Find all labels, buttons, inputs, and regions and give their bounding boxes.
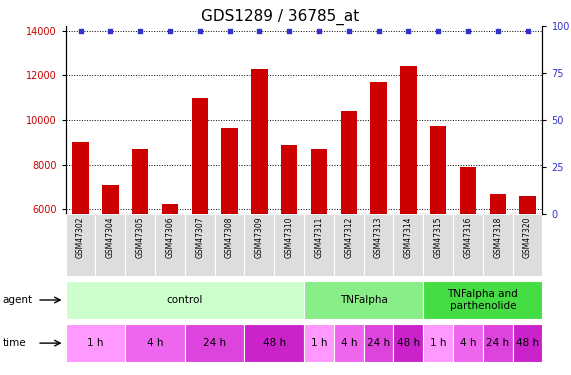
Point: [493, 28, 502, 34]
Point: [106, 28, 115, 34]
Bar: [191, 98, 208, 343]
Text: 4 h: 4 h: [147, 338, 163, 348]
Bar: [453, 214, 483, 276]
Point: [284, 28, 293, 34]
Bar: [393, 214, 423, 276]
Bar: [102, 185, 119, 343]
Point: [76, 28, 85, 34]
Bar: [520, 196, 536, 343]
Bar: [489, 194, 506, 343]
Text: GSM47304: GSM47304: [106, 217, 115, 258]
Text: GSM47306: GSM47306: [166, 217, 175, 258]
Bar: [460, 167, 476, 343]
Text: GSM47308: GSM47308: [225, 217, 234, 258]
Bar: [334, 324, 364, 362]
Text: GSM47320: GSM47320: [523, 217, 532, 258]
Text: GSM47313: GSM47313: [374, 217, 383, 258]
Text: GSM47305: GSM47305: [136, 217, 144, 258]
Text: 48 h: 48 h: [263, 338, 286, 348]
Bar: [430, 126, 447, 343]
Point: [225, 28, 234, 34]
Bar: [162, 204, 178, 343]
Bar: [304, 281, 423, 319]
Bar: [423, 214, 453, 276]
Point: [135, 28, 144, 34]
Point: [166, 28, 175, 34]
Text: 1 h: 1 h: [87, 338, 104, 348]
Bar: [453, 324, 483, 362]
Bar: [281, 144, 297, 343]
Text: GSM47311: GSM47311: [315, 217, 323, 258]
Bar: [66, 324, 125, 362]
Bar: [423, 281, 542, 319]
Bar: [304, 214, 334, 276]
Text: 48 h: 48 h: [516, 338, 539, 348]
Point: [523, 28, 532, 34]
Bar: [304, 324, 334, 362]
Bar: [334, 214, 364, 276]
Text: control: control: [167, 295, 203, 305]
Text: TNFalpha and
parthenolide: TNFalpha and parthenolide: [448, 289, 518, 311]
Text: GSM47307: GSM47307: [195, 217, 204, 258]
Bar: [311, 149, 327, 343]
Text: 1 h: 1 h: [311, 338, 327, 348]
Bar: [125, 324, 185, 362]
Bar: [364, 324, 393, 362]
Bar: [483, 214, 513, 276]
Point: [433, 28, 443, 34]
Bar: [274, 214, 304, 276]
Bar: [400, 66, 417, 343]
Bar: [423, 324, 453, 362]
Bar: [251, 69, 268, 343]
Text: 24 h: 24 h: [203, 338, 226, 348]
Text: agent: agent: [3, 295, 33, 305]
Bar: [244, 324, 304, 362]
Bar: [340, 111, 357, 343]
Bar: [364, 214, 393, 276]
Bar: [155, 214, 185, 276]
Point: [315, 28, 324, 34]
Text: GSM47312: GSM47312: [344, 217, 353, 258]
Text: GSM47316: GSM47316: [464, 217, 472, 258]
Text: 4 h: 4 h: [340, 338, 357, 348]
Text: 4 h: 4 h: [460, 338, 476, 348]
Text: 48 h: 48 h: [397, 338, 420, 348]
Point: [404, 28, 413, 34]
Text: 1 h: 1 h: [430, 338, 447, 348]
Bar: [185, 214, 215, 276]
Bar: [66, 281, 304, 319]
Bar: [371, 82, 387, 343]
Text: GSM47302: GSM47302: [76, 217, 85, 258]
Text: GSM47310: GSM47310: [285, 217, 293, 258]
Text: 24 h: 24 h: [367, 338, 390, 348]
Bar: [513, 214, 542, 276]
Text: GSM47315: GSM47315: [433, 217, 443, 258]
Point: [344, 28, 353, 34]
Title: GDS1289 / 36785_at: GDS1289 / 36785_at: [201, 9, 359, 25]
Bar: [132, 149, 148, 343]
Text: TNFalpha: TNFalpha: [340, 295, 388, 305]
Bar: [95, 214, 125, 276]
Text: time: time: [3, 338, 26, 348]
Point: [255, 28, 264, 34]
Bar: [393, 324, 423, 362]
Bar: [222, 128, 238, 343]
Text: GSM47314: GSM47314: [404, 217, 413, 258]
Text: 24 h: 24 h: [486, 338, 509, 348]
Bar: [483, 324, 513, 362]
Bar: [215, 214, 244, 276]
Text: GSM47309: GSM47309: [255, 217, 264, 258]
Bar: [185, 324, 244, 362]
Text: GSM47318: GSM47318: [493, 217, 502, 258]
Point: [374, 28, 383, 34]
Bar: [513, 324, 542, 362]
Bar: [66, 214, 95, 276]
Point: [195, 28, 204, 34]
Bar: [73, 142, 89, 343]
Bar: [125, 214, 155, 276]
Point: [464, 28, 473, 34]
Bar: [244, 214, 274, 276]
